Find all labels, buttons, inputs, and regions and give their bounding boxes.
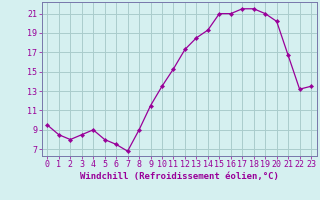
X-axis label: Windchill (Refroidissement éolien,°C): Windchill (Refroidissement éolien,°C): [80, 172, 279, 181]
